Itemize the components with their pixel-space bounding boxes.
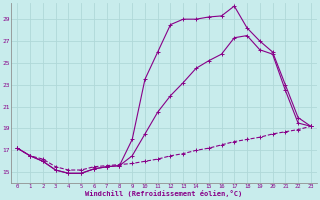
X-axis label: Windchill (Refroidissement éolien,°C): Windchill (Refroidissement éolien,°C): [85, 190, 243, 197]
